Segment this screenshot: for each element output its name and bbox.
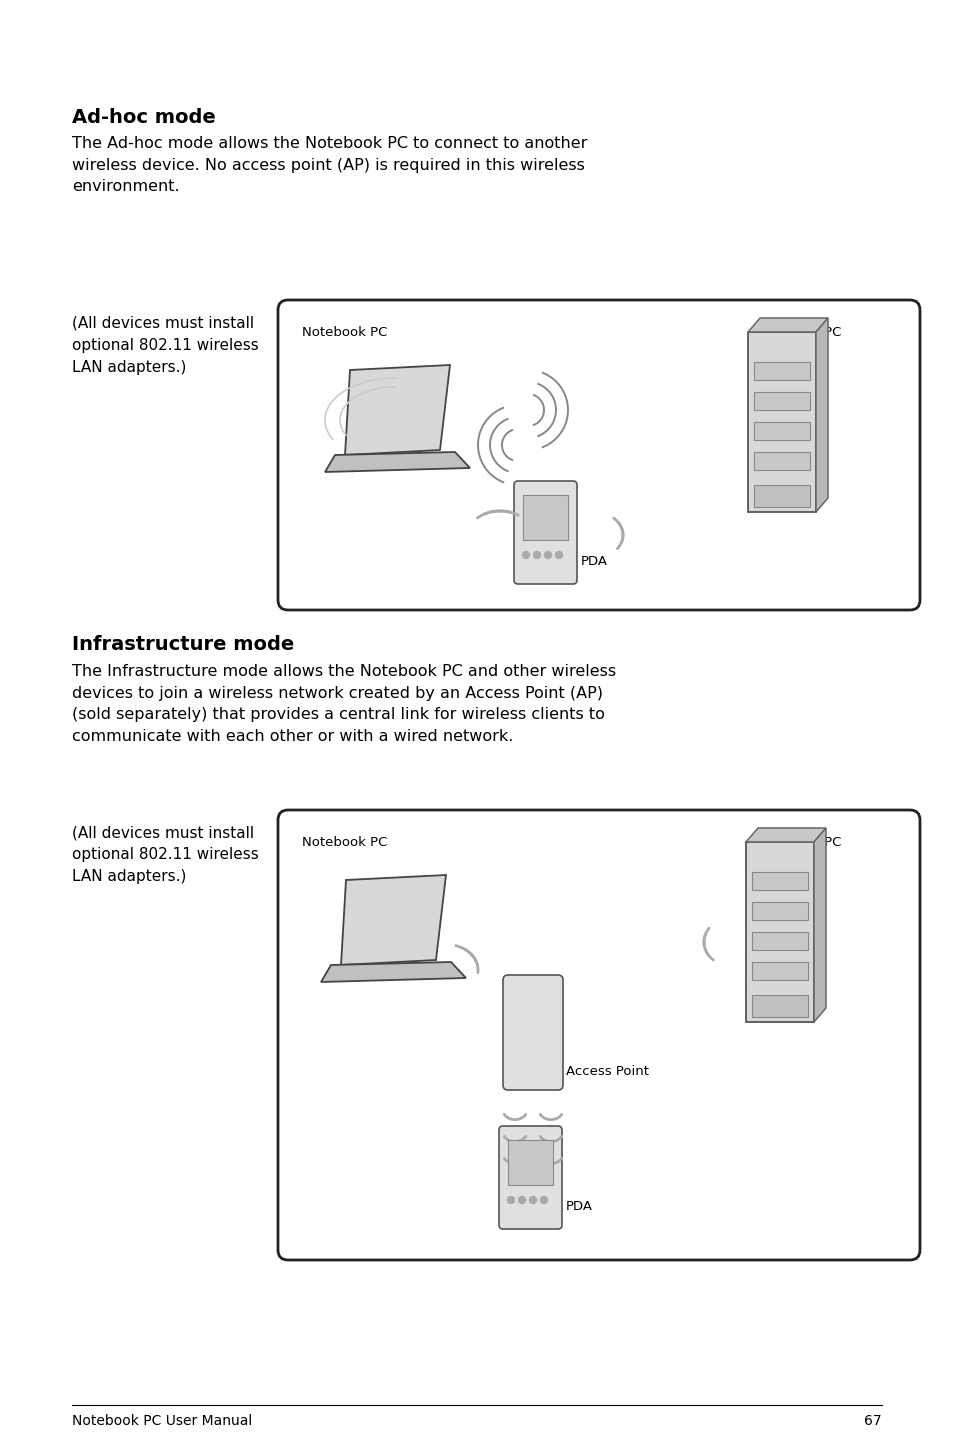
Text: PDA: PDA — [580, 555, 607, 568]
FancyBboxPatch shape — [751, 995, 807, 1017]
Polygon shape — [813, 828, 825, 1022]
FancyBboxPatch shape — [753, 452, 809, 470]
Text: The Ad-hoc mode allows the Notebook PC to connect to another
wireless device. No: The Ad-hoc mode allows the Notebook PC t… — [71, 137, 587, 194]
FancyBboxPatch shape — [498, 1126, 561, 1229]
FancyBboxPatch shape — [514, 480, 577, 584]
FancyBboxPatch shape — [753, 421, 809, 440]
Text: (All devices must install
optional 802.11 wireless
LAN adapters.): (All devices must install optional 802.1… — [71, 316, 258, 375]
Polygon shape — [325, 452, 470, 472]
Text: Notebook PC User Manual: Notebook PC User Manual — [71, 1414, 252, 1428]
Circle shape — [507, 1196, 514, 1204]
FancyBboxPatch shape — [751, 902, 807, 920]
FancyBboxPatch shape — [751, 871, 807, 890]
FancyBboxPatch shape — [753, 362, 809, 380]
Text: PDA: PDA — [565, 1199, 593, 1214]
Polygon shape — [747, 318, 827, 332]
Polygon shape — [745, 828, 825, 843]
Circle shape — [518, 1196, 525, 1204]
Text: Desktop PC: Desktop PC — [764, 835, 841, 848]
FancyBboxPatch shape — [277, 301, 919, 610]
Text: The Infrastructure mode allows the Notebook PC and other wireless
devices to joi: The Infrastructure mode allows the Noteb… — [71, 664, 616, 743]
Text: Notebook PC: Notebook PC — [302, 835, 387, 848]
Text: Access Point: Access Point — [565, 1066, 648, 1078]
Text: Desktop PC: Desktop PC — [764, 326, 841, 339]
FancyBboxPatch shape — [507, 1140, 553, 1185]
FancyBboxPatch shape — [502, 975, 562, 1090]
Circle shape — [555, 552, 562, 558]
FancyBboxPatch shape — [522, 495, 567, 541]
FancyBboxPatch shape — [277, 810, 919, 1260]
Text: Ad-hoc mode: Ad-hoc mode — [71, 108, 215, 127]
FancyBboxPatch shape — [753, 485, 809, 508]
FancyBboxPatch shape — [751, 962, 807, 981]
Circle shape — [540, 1196, 547, 1204]
Polygon shape — [340, 874, 446, 965]
Circle shape — [533, 552, 540, 558]
Text: (All devices must install
optional 802.11 wireless
LAN adapters.): (All devices must install optional 802.1… — [71, 825, 258, 884]
FancyBboxPatch shape — [753, 393, 809, 410]
Polygon shape — [747, 332, 815, 512]
FancyBboxPatch shape — [751, 932, 807, 951]
Text: Notebook PC: Notebook PC — [302, 326, 387, 339]
Circle shape — [522, 552, 529, 558]
Text: 67: 67 — [863, 1414, 882, 1428]
Polygon shape — [320, 962, 465, 982]
Polygon shape — [815, 318, 827, 512]
Circle shape — [529, 1196, 536, 1204]
Circle shape — [544, 552, 551, 558]
Polygon shape — [745, 843, 813, 1022]
Text: Infrastructure mode: Infrastructure mode — [71, 636, 294, 654]
Polygon shape — [345, 365, 450, 454]
